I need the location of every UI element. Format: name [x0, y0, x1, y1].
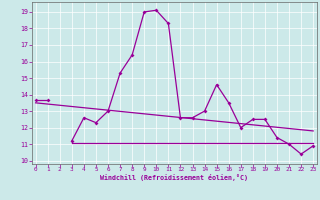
X-axis label: Windchill (Refroidissement éolien,°C): Windchill (Refroidissement éolien,°C) — [100, 174, 248, 181]
